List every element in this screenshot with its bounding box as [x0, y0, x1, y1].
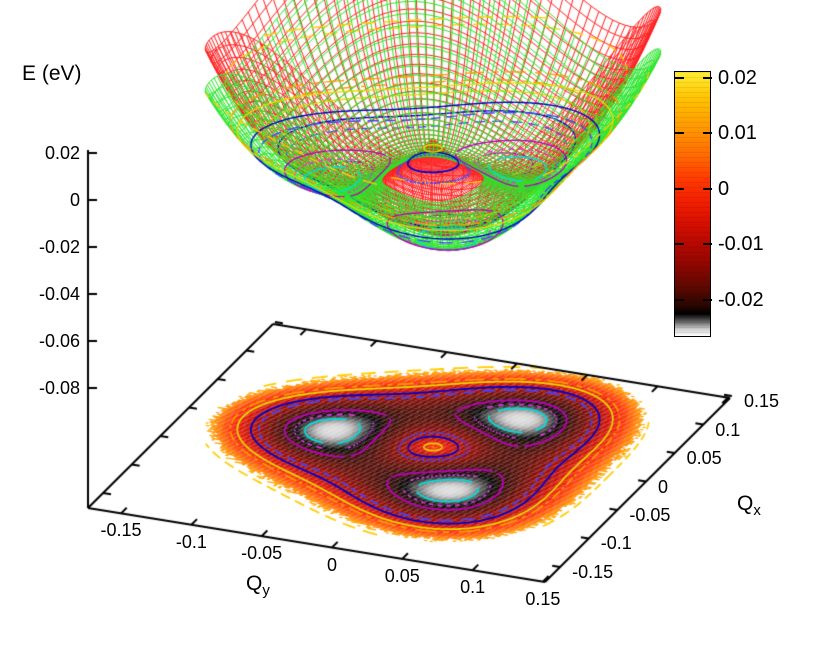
colorbar-gradient [675, 72, 710, 336]
qy-tick-label: 0 [326, 554, 337, 575]
qy-axis-title-sub: y [262, 582, 270, 600]
z-tick-label: -0.08 [38, 377, 80, 398]
colorbar-stripes [675, 72, 710, 336]
colorbar-tick-mark [675, 187, 684, 190]
qx-tick-label: -0.15 [572, 561, 614, 582]
qy-tick-label: -0.15 [100, 520, 142, 541]
colorbar-tick-mark [675, 298, 684, 301]
z-tick-label: 0 [69, 189, 80, 210]
qy-tick-label: -0.1 [175, 531, 207, 552]
colorbar-tick-mark [703, 243, 712, 246]
qy-axis-title-base: Q [246, 572, 263, 595]
qy-tick-label: 0.15 [525, 588, 561, 609]
z-tick-label: -0.06 [38, 330, 80, 351]
qy-axis-title: Qy [246, 572, 270, 599]
qy-tick-label: 0.1 [460, 577, 486, 598]
colorbar-tick-mark [675, 243, 684, 246]
colorbar-tick-mark [703, 187, 712, 190]
colorbar-tick-label: 0.02 [718, 66, 757, 89]
colorbar-tick-mark [675, 132, 684, 135]
qx-tick-label: 0 [658, 476, 669, 497]
colorbar-tick-mark [675, 76, 684, 79]
qy-tick-label: -0.05 [241, 543, 283, 564]
colorbar-tick-label: 0 [718, 177, 730, 200]
colorbar-tick-label: 0.01 [718, 122, 757, 145]
qy-tick-label: 0.05 [384, 565, 420, 586]
z-tick-label: 0.02 [44, 142, 80, 163]
qx-tick-label: 0.05 [686, 448, 722, 469]
z-axis-title: E (eV) [22, 62, 82, 85]
qx-axis-title: Qx [737, 492, 761, 519]
colorbar-tick-mark [703, 298, 712, 301]
z-tick-label: -0.02 [38, 236, 80, 257]
qx-tick-label: 0.1 [715, 419, 741, 440]
colorbar-tick-mark [703, 76, 712, 79]
colorbar-tick-label: -0.02 [718, 288, 764, 311]
colorbar [674, 71, 712, 337]
qx-tick-label: -0.05 [629, 504, 671, 525]
qx-axis-title-sub: x [753, 502, 761, 520]
qx-axis-title-base: Q [737, 492, 754, 515]
qx-tick-label: -0.1 [600, 533, 632, 554]
colorbar-tick-label: -0.01 [718, 233, 764, 256]
z-tick-label: -0.04 [38, 283, 80, 304]
colorbar-tick-mark [703, 132, 712, 135]
qx-tick-label: 0.15 [743, 391, 779, 412]
